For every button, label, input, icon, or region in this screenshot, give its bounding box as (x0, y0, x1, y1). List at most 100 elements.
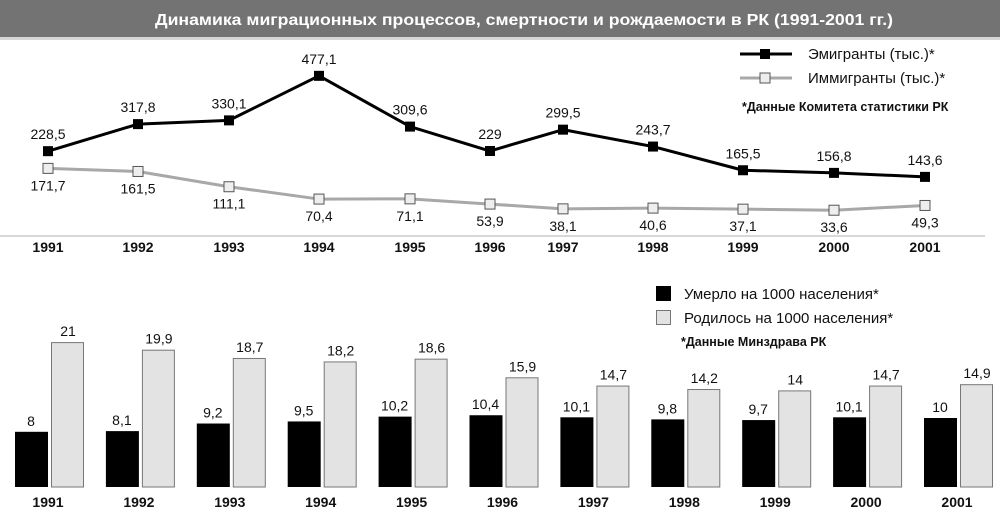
line-x-tick-label: 1995 (394, 239, 425, 255)
emigrants-data-label: 243,7 (635, 122, 670, 138)
immigrants-data-label: 171,7 (30, 177, 65, 193)
deaths-data-label: 10,4 (472, 396, 499, 412)
births-bar (141, 349, 175, 488)
immigrants-data-label: 71,1 (396, 208, 423, 224)
line-x-tick-label: 1994 (303, 239, 334, 255)
bar-x-tick-label: 1992 (123, 494, 154, 510)
deaths-data-label: 8 (27, 413, 35, 429)
immigrants-point (132, 165, 144, 177)
deaths-bar (15, 431, 48, 487)
line-x-tick-label: 1991 (32, 239, 63, 255)
immigrants-point (223, 181, 235, 193)
births-bar (869, 385, 903, 488)
deaths-bar (105, 431, 139, 487)
immigrants-data-label: 33,6 (820, 219, 847, 235)
bar-chart: 8 21 1991 8,1 19,9 1992 9,2 18,7 1993 9,5 18,2 1994… (15, 323, 993, 510)
births-data-label: 14,2 (691, 370, 718, 386)
emigrants-data-label: 477,1 (301, 51, 336, 67)
deaths-data-label: 9,2 (203, 405, 223, 421)
line-x-tick-label: 1996 (474, 239, 505, 255)
births-bar (323, 361, 357, 488)
emigrants-data-label: 143,6 (907, 152, 942, 168)
immigrants-point (828, 204, 840, 216)
line-x-tick-label: 1999 (727, 239, 758, 255)
births-data-label: 14,9 (963, 365, 990, 381)
emigrants-data-label: 317,8 (120, 99, 155, 115)
deaths-data-label: 10,1 (835, 398, 862, 414)
deaths-data-label: 10,2 (381, 398, 408, 414)
births-bar (51, 342, 84, 488)
bar-x-tick-label: 1996 (487, 494, 518, 510)
line-x-tick-label: 1993 (213, 239, 244, 255)
legend-emigrants-label: Эмигранты (тыс.)* (808, 46, 935, 63)
births-data-label: 19,9 (145, 331, 172, 347)
deaths-data-label: 10,1 (563, 398, 590, 414)
immigrants-data-label: 161,5 (120, 180, 155, 196)
legend-births-swatch (656, 310, 671, 325)
births-data-label: 21 (60, 323, 76, 339)
births-bar (687, 389, 721, 488)
title-bar (0, 0, 1000, 37)
title-bar-underline (0, 37, 1000, 40)
emigrants-data-label: 228,5 (30, 126, 65, 142)
bar-x-tick-label: 1998 (669, 494, 700, 510)
emigrants-point (405, 121, 415, 132)
line-chart: 228,5 317,8 330,1 477,1 309,6 229 299,5 243,7 16… (30, 51, 942, 255)
emigrants-point (485, 146, 495, 157)
emigrants-point (829, 167, 839, 178)
line-x-tick-label: 2000 (818, 239, 849, 255)
births-bar (960, 384, 993, 488)
bar-x-tick-label: 2000 (851, 494, 882, 510)
immigrants-point (557, 203, 569, 215)
immigrants-point (313, 193, 325, 205)
chart-title: Динамика миграционных процессов, смертно… (155, 12, 893, 29)
legend-births-label: Родилось на 1000 населения* (684, 310, 893, 327)
emigrants-point (920, 171, 930, 182)
births-bar (232, 357, 266, 488)
emigrants-point (133, 119, 143, 130)
births-data-label: 18,2 (327, 342, 354, 358)
emigrants-data-label: 330,1 (211, 95, 246, 111)
legend-emigrants-marker (760, 49, 770, 59)
deaths-bar (833, 417, 867, 487)
emigrants-point (224, 115, 234, 126)
deaths-bar (287, 421, 321, 487)
emigrants-point (314, 70, 324, 81)
deaths-bar (196, 423, 230, 487)
bar-x-tick-label: 1995 (396, 494, 427, 510)
line-x-tick-label: 1992 (122, 239, 153, 255)
immigrants-data-label: 53,9 (476, 213, 503, 229)
immigrants-data-label: 38,1 (549, 218, 576, 234)
bar-chart-source-note: *Данные Минздрава РК (681, 335, 827, 349)
immigrants-point (919, 199, 931, 211)
deaths-bar (651, 419, 685, 487)
bar-x-tick-label: 2001 (941, 494, 972, 510)
legend-immigrants-label: Иммигранты (тыс.)* (808, 70, 945, 87)
emigrants-point (738, 165, 748, 176)
deaths-bar (378, 416, 412, 487)
immigrants-data-label: 40,6 (639, 217, 666, 233)
deaths-data-label: 10 (932, 399, 948, 415)
births-bar (414, 358, 448, 488)
deaths-bar (560, 417, 594, 487)
bar-x-tick-label: 1997 (578, 494, 609, 510)
emigrants-point (558, 124, 568, 135)
immigrants-point (647, 202, 659, 214)
births-data-label: 14 (787, 371, 803, 387)
immigrants-point (484, 198, 496, 210)
deaths-data-label: 9,8 (658, 400, 678, 416)
emigrants-data-label: 229 (478, 126, 502, 142)
births-data-label: 14,7 (600, 367, 627, 383)
deaths-bar (469, 415, 503, 487)
immigrants-data-label: 49,3 (911, 214, 938, 230)
births-data-label: 15,9 (509, 358, 536, 374)
immigrants-point (42, 162, 54, 174)
bar-x-tick-label: 1999 (760, 494, 791, 510)
deaths-data-label: 9,7 (748, 401, 768, 417)
line-x-tick-label: 2001 (909, 239, 940, 255)
emigrants-data-label: 165,5 (725, 145, 760, 161)
legend-immigrants-marker (759, 72, 771, 84)
emigrants-data-label: 309,6 (392, 102, 427, 118)
births-bar (778, 390, 812, 488)
